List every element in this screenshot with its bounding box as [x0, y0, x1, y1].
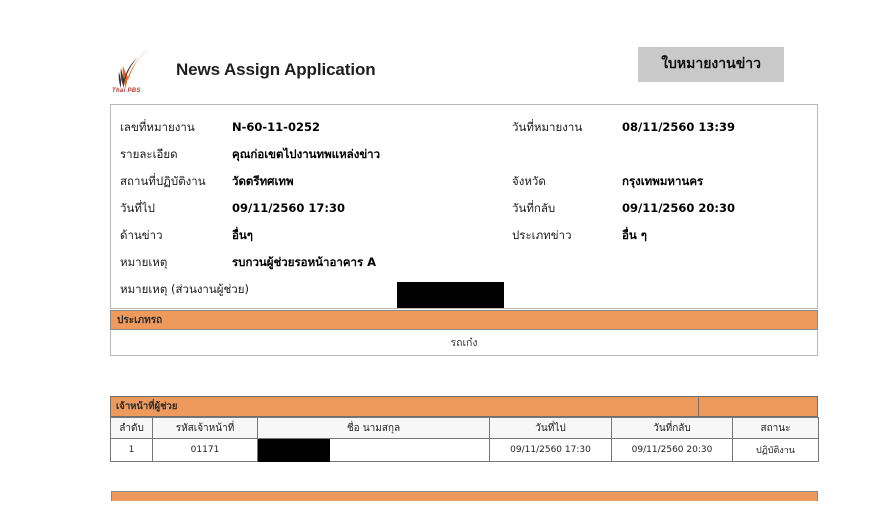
cell-back: 09/11/2560 20:30 [611, 438, 733, 462]
assignment-info-box: เลขที่หมายงาน N-60-11-0252 วันที่หมายงาน… [110, 104, 818, 309]
field-label-remark: หมายเหตุ [120, 255, 168, 269]
vehicle-type-section: ประเภทรถ รถเก๋ง [110, 310, 818, 356]
cell-seq: 1 [110, 438, 153, 462]
field-value-location: วัดตรีทศเทพ [232, 174, 294, 188]
table-header-row: ลำดับ รหัสเจ้าหน้าที่ ชื่อ นามสกุล วันที… [110, 417, 819, 439]
document-type-button[interactable]: ใบหมายงานข่าว [638, 47, 784, 82]
assistant-officer-header-spacer [699, 396, 818, 417]
field-label-detail: รายละเอียด [120, 147, 178, 161]
field-value-detail: คุณก่อเขตไปงานทพแหล่งข่าว [232, 147, 381, 161]
column-header-back: วันที่กลับ [611, 417, 733, 439]
vehicle-type-value: รถเก๋ง [110, 330, 818, 356]
column-header-code: รหัสเจ้าหน้าที่ [152, 417, 258, 439]
field-value-assignment-date: 08/11/2560 13:39 [622, 120, 736, 134]
field-value-assignment-no: N-60-11-0252 [232, 120, 320, 134]
column-header-status: สถานะ [732, 417, 819, 439]
field-value-news-field: อื่นๆ [232, 228, 253, 242]
redaction-block-officer-name [258, 439, 330, 462]
table-row: 1 01171 09/11/2560 17:30 09/11/2560 20:3… [110, 438, 819, 462]
column-header-name: ชื่อ นามสกุล [257, 417, 490, 439]
field-value-depart-date: 09/11/2560 17:30 [232, 201, 346, 215]
vehicle-type-header: ประเภทรถ [110, 310, 818, 330]
field-value-news-category: อื่น ๆ [622, 228, 647, 242]
field-label-location: สถานที่ปฏิบัติงาน [120, 174, 206, 188]
cell-go: 09/11/2560 17:30 [489, 438, 612, 462]
thaipbs-logo-icon: Thai PBS [110, 47, 166, 94]
field-label-news-category: ประเภทข่าว [512, 228, 572, 242]
field-label-province: จังหวัด [512, 174, 546, 188]
brand-block: Thai PBS News Assign Application [110, 47, 376, 94]
assistant-officer-header-label: เจ้าหน้าที่ผู้ช่วย [110, 396, 699, 417]
cell-code: 01171 [152, 438, 258, 462]
field-value-return-date: 09/11/2560 20:30 [622, 201, 736, 215]
field-value-remark: รบกวนผู้ช่วยรอหน้าอาคาร A [232, 255, 377, 269]
assistant-officer-header-bar: เจ้าหน้าที่ผู้ช่วย [110, 396, 818, 417]
assistant-officer-table: ลำดับ รหัสเจ้าหน้าที่ ชื่อ นามสกุล วันที… [110, 417, 819, 462]
logo-caption: Thai PBS [112, 88, 141, 94]
column-header-go: วันที่ไป [489, 417, 612, 439]
field-label-return-date: วันที่กลับ [512, 201, 556, 215]
field-value-province: กรุงเทพมหานคร [622, 174, 704, 188]
assignment-info-grid: เลขที่หมายงาน N-60-11-0252 วันที่หมายงาน… [111, 114, 817, 303]
next-section-header-bar [111, 491, 818, 501]
app-title: News Assign Application [176, 60, 376, 79]
field-label-remark-assistant: หมายเหตุ (ส่วนงานผู้ช่วย) [120, 282, 249, 296]
field-label-assignment-no: เลขที่หมายงาน [120, 120, 195, 134]
field-label-news-field: ด้านข่าว [120, 228, 163, 242]
column-header-seq: ลำดับ [110, 417, 153, 439]
cell-name [257, 438, 490, 462]
document-header: Thai PBS News Assign Application ใบหมายง… [110, 44, 820, 96]
redaction-block-remark-assistant [397, 282, 504, 308]
assistant-officer-section: เจ้าหน้าที่ผู้ช่วย ลำดับ รหัสเจ้าหน้าที่… [110, 396, 819, 462]
field-label-assignment-date: วันที่หมายงาน [512, 120, 583, 134]
field-label-depart-date: วันที่ไป [120, 201, 155, 215]
cell-status: ปฏิบัติงาน [732, 438, 819, 462]
